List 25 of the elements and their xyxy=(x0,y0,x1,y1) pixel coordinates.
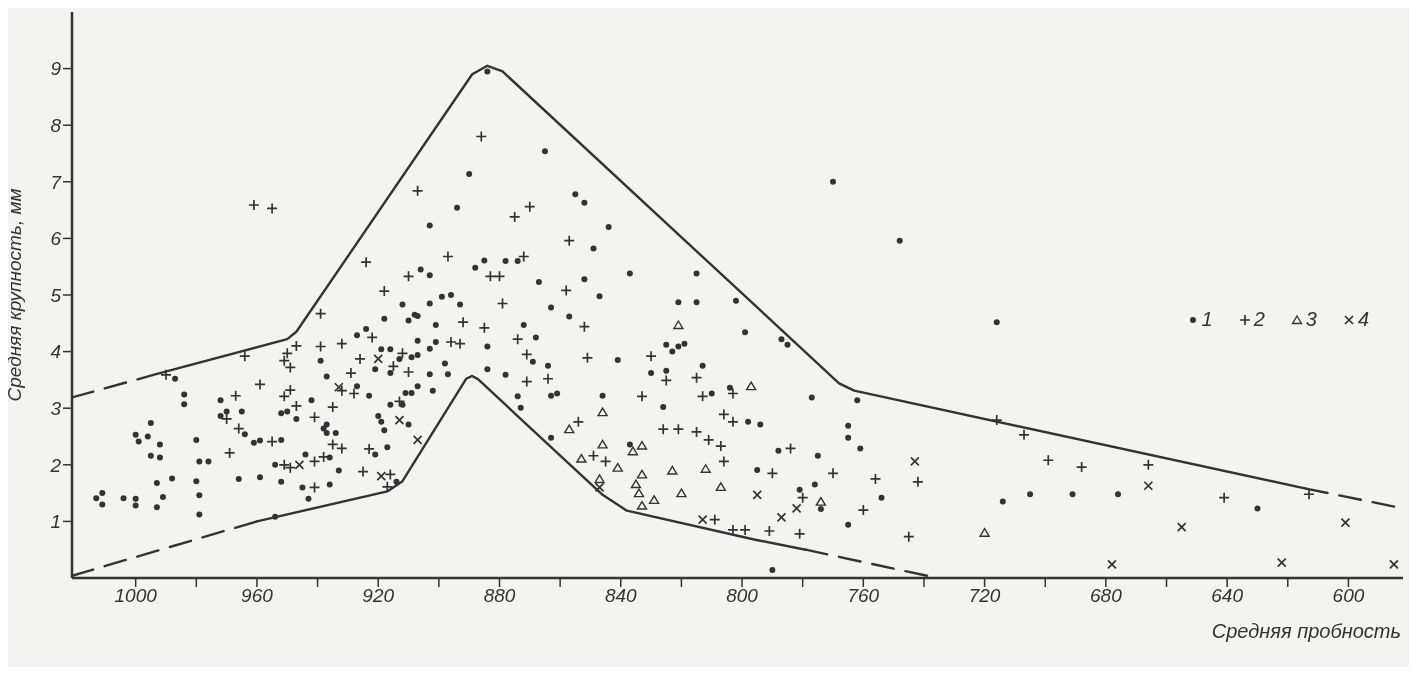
legend-label: 1 xyxy=(1201,308,1213,331)
x-tick-label: 640 xyxy=(1211,585,1244,607)
y-tick-label: 2 xyxy=(49,454,62,476)
x-tick-label: 1000 xyxy=(114,585,158,607)
y-tick-label: 1 xyxy=(50,511,61,533)
x-tick-label: 680 xyxy=(1090,585,1123,607)
legend-label: 2 xyxy=(1253,308,1265,331)
y-tick-label: 3 xyxy=(50,397,62,419)
y-tick-label: 8 xyxy=(50,114,62,136)
x-tick-label: 800 xyxy=(726,585,759,607)
y-tick-label: 7 xyxy=(50,171,63,193)
x-tick-label: 960 xyxy=(241,585,274,607)
y-tick-label: 5 xyxy=(50,284,62,306)
x-axis-title: Средняя пробность xyxy=(1211,620,1401,642)
y-tick-label: 9 xyxy=(50,58,62,80)
x-tick-label: 880 xyxy=(483,585,516,607)
legend-label: 3 xyxy=(1305,308,1317,331)
x-tick-label: 840 xyxy=(604,585,638,607)
y-tick-label: 4 xyxy=(50,341,61,363)
x-tick-label: 920 xyxy=(362,585,395,607)
x-tick-label: 600 xyxy=(1332,585,1365,607)
y-tick-label: 6 xyxy=(50,228,62,250)
x-tick-label: 720 xyxy=(968,585,1001,607)
x-tick-label: 760 xyxy=(847,585,880,607)
legend-label: 4 xyxy=(1357,308,1369,331)
